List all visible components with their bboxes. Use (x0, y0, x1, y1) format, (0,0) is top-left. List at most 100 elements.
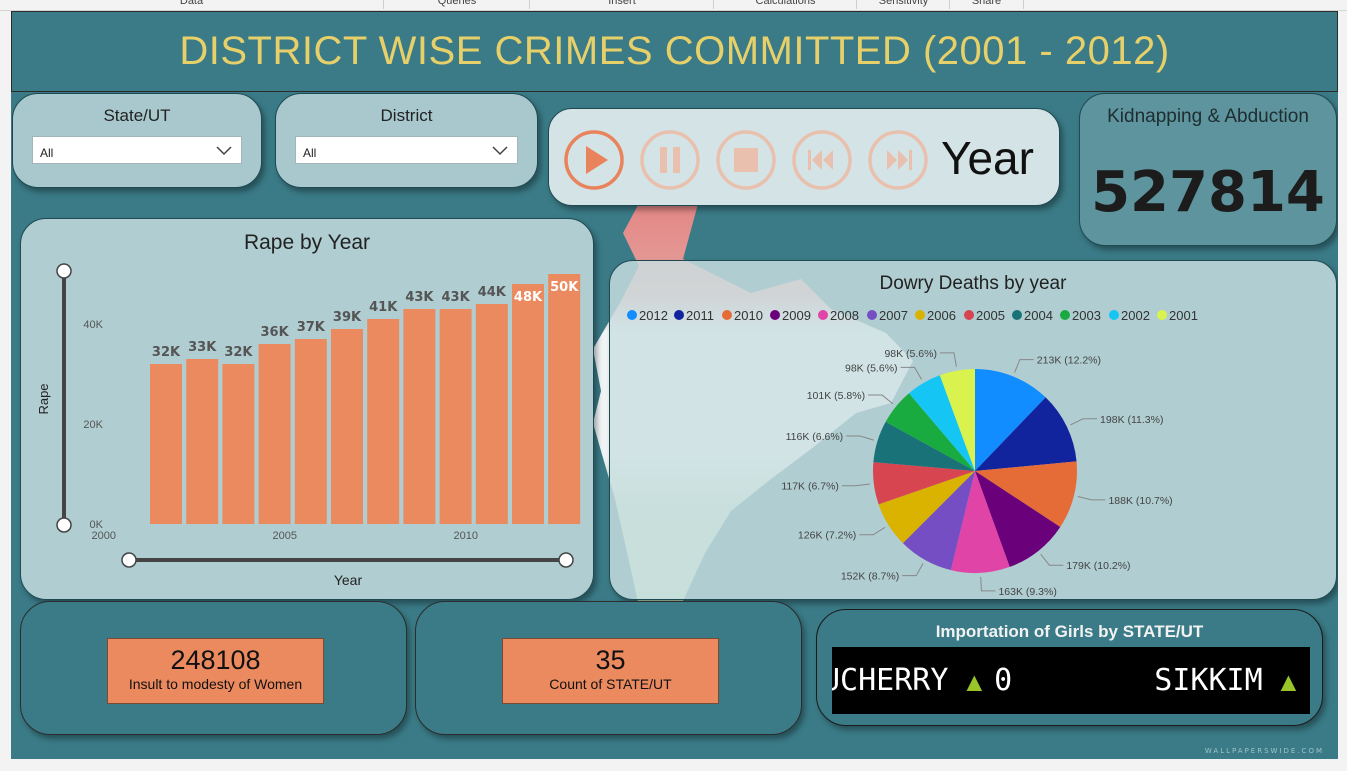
pie-slice-2005[interactable] (873, 462, 975, 505)
legend-marker (964, 310, 974, 320)
rape-chart-svg: 0K 20K 40K Rape 2000 2005 2010 Year 32K 33K 32K 36K… (36, 263, 581, 588)
district-dropdown[interactable]: All (295, 136, 518, 164)
y-tick-label: 40K (83, 319, 103, 331)
district-slicer-label: District (380, 106, 433, 125)
legend-item-2012[interactable]: 2012 (639, 308, 668, 323)
dowry-chart-svg: 2012 2011 2010 2009 2008 2007 2006 2005 2004 2003… (627, 308, 1198, 598)
dowry-chart-card: Dowry Deaths by year 2012 2011 2010 2009 200… (609, 260, 1337, 600)
bar-2004[interactable] (258, 344, 291, 524)
legend-item-2002[interactable]: 2002 (1121, 308, 1150, 323)
count-kpi-label: Count of STATE/UT (549, 676, 672, 692)
legend-item-2005[interactable]: 2005 (976, 308, 1005, 323)
skip-forward-icon[interactable] (867, 129, 929, 191)
x-tick-label: 2005 (273, 530, 297, 542)
pie-leader-line (868, 394, 894, 405)
bar-data-label: 48K (514, 290, 543, 305)
pie-slice-2008[interactable] (950, 471, 1010, 573)
bar-2009[interactable] (439, 309, 472, 524)
skip-back-icon[interactable] (791, 129, 853, 191)
ribbon-tab-calculations[interactable]: Calculations (713, 0, 857, 9)
chevron-down-icon (216, 146, 232, 156)
pie-slice-2009[interactable] (975, 471, 1061, 567)
dowry-chart-title: Dowry Deaths by year (879, 273, 1067, 294)
ribbon-tab-insert[interactable]: Insert (529, 0, 714, 9)
ribbon-tab-share[interactable]: Share (949, 0, 1024, 9)
pie-data-label: 126K (7.2%) (798, 530, 856, 542)
rape-chart-title: Rape by Year (243, 231, 371, 254)
x-slider-handle-right[interactable] (558, 552, 574, 568)
legend-item-2001[interactable]: 2001 (1169, 308, 1198, 323)
legend-item-2007[interactable]: 2007 (879, 308, 908, 323)
pie-slice-2004[interactable] (873, 421, 975, 471)
bar-2012[interactable] (548, 274, 581, 524)
pie-leader-line (841, 483, 870, 487)
count-kpi-card: 35 Count of STATE/UT (415, 601, 802, 735)
legend-item-2003[interactable]: 2003 (1072, 308, 1101, 323)
pie-leader-line (1070, 418, 1098, 426)
bar-2011[interactable] (512, 284, 544, 524)
chevron-down-icon (492, 146, 508, 156)
ribbon-tab-sensitivity[interactable]: Sensitivity (856, 0, 950, 9)
play-icon[interactable] (563, 129, 625, 191)
rape-chart-card: Rape by Year 0K 20K 40K Rape 2000 2005 2010 Yea… (20, 218, 594, 600)
y-slider-handle-top[interactable] (56, 263, 72, 279)
legend-item-2009[interactable]: 2009 (782, 308, 811, 323)
pie-data-label: 213K (12.2%) (1037, 355, 1101, 367)
ticker-item-state: UCHERRY (832, 663, 949, 698)
bar-2010[interactable] (475, 304, 508, 524)
bar-2006[interactable] (331, 329, 363, 524)
x-slider-handle-left[interactable] (121, 552, 137, 568)
x-axis-label: Year (334, 572, 363, 588)
play-axis: Year (548, 108, 1060, 206)
stop-icon[interactable] (715, 129, 777, 191)
insult-kpi-label: Insult to modesty of Women (128, 676, 303, 692)
pie-data-label: 188K (10.7%) (1108, 495, 1172, 507)
legend-marker (915, 310, 925, 320)
legend-item-2010[interactable]: 2010 (734, 308, 763, 323)
up-triangle-icon: ▲ (966, 667, 983, 697)
bar-2002[interactable] (186, 359, 219, 524)
bar-2005[interactable] (294, 339, 327, 524)
bar-2008[interactable] (403, 309, 436, 524)
report-title-bar: DISTRICT WISE CRIMES COMMITTED (2001 - 2… (11, 11, 1338, 92)
bar-data-label: 32K (152, 345, 181, 360)
state-slicer-label: State/UT (103, 106, 171, 125)
pie-data-label: 198K (11.3%) (1100, 414, 1163, 426)
x-tick-label: 2000 (92, 530, 116, 542)
legend-item-2008[interactable]: 2008 (830, 308, 859, 323)
pie-slice-2007[interactable] (902, 471, 975, 571)
pie-slice-2003[interactable] (885, 393, 975, 471)
kidnapping-kpi-value: 527814 (1091, 160, 1325, 225)
y-tick-label: 0K (90, 519, 104, 531)
ribbon-tab-queries[interactable]: Queries (383, 0, 530, 9)
ticker-strip: UCHERRY ▲ 0 SIKKIM ▲ (832, 647, 1310, 714)
legend-item-2011[interactable]: 2011 (686, 308, 714, 323)
y-slider-handle-bottom[interactable] (56, 517, 72, 533)
ribbon-tab-data[interactable]: Data (179, 0, 204, 7)
count-kpi-box: 35 Count of STATE/UT (502, 638, 719, 704)
pie-slice-2010[interactable] (975, 461, 1077, 527)
legend-item-2006[interactable]: 2006 (927, 308, 956, 323)
pie-data-label: 163K (9.3%) (998, 586, 1056, 598)
bar-2007[interactable] (367, 319, 400, 524)
legend-item-2004[interactable]: 2004 (1024, 308, 1053, 323)
state-dropdown[interactable]: All (32, 136, 242, 164)
report-title: DISTRICT WISE CRIMES COMMITTED (2001 - 2… (179, 29, 1170, 73)
y-axis-label: Rape (36, 383, 51, 414)
legend-marker (1012, 310, 1022, 320)
pie-leader-line (1077, 496, 1106, 501)
bar-data-label: 41K (369, 300, 398, 315)
bar-data-label: 44K (478, 285, 507, 300)
x-tick-label: 2010 (454, 530, 478, 542)
pie-slice-2001[interactable] (939, 369, 975, 471)
district-dropdown-value: All (303, 146, 317, 160)
pie-slice-2011[interactable] (975, 397, 1077, 471)
pie-leader-line (980, 576, 996, 592)
bar-2003[interactable] (222, 364, 255, 524)
pause-icon[interactable] (639, 129, 701, 191)
pie-slice-2012[interactable] (975, 369, 1046, 471)
pie-data-label: 98K (5.6%) (884, 348, 937, 360)
pie-slice-2006[interactable] (878, 471, 975, 544)
pie-slice-2002[interactable] (908, 375, 975, 471)
bar-2001[interactable] (150, 364, 182, 524)
